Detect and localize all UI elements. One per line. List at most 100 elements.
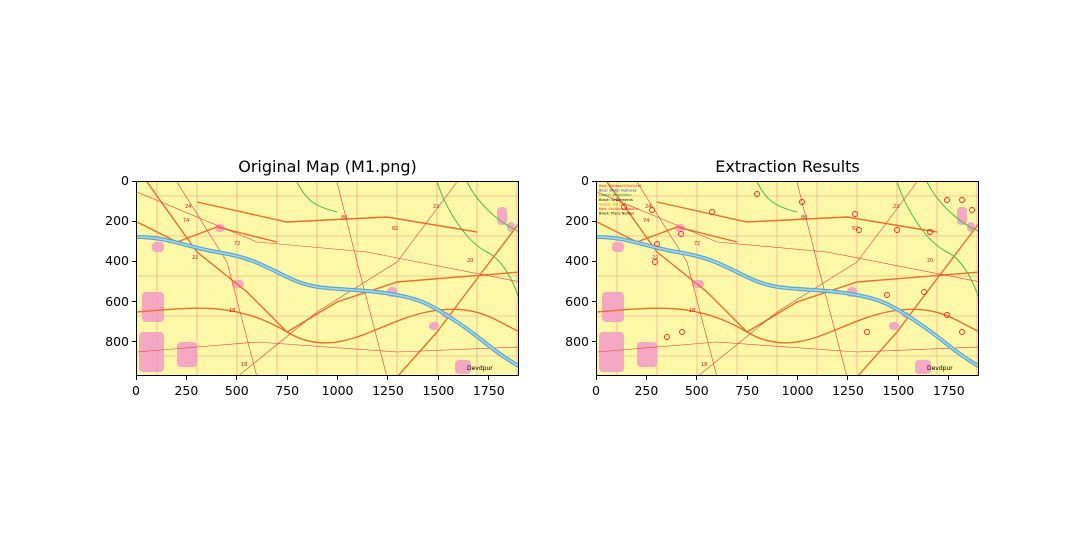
y-tick-label: 200 — [565, 213, 589, 229]
original-map-image: 24 74 72 22 80 82 22 20 18 18 Devdpur — [137, 182, 518, 375]
x-tick-mark — [236, 376, 238, 380]
y-tick-mark — [132, 180, 136, 182]
y-tick-label: 200 — [105, 213, 129, 229]
map-label: 18 — [229, 308, 235, 314]
x-tick-label: 0 — [592, 383, 600, 398]
map-label: 20 — [927, 258, 933, 264]
x-tick-label: 0 — [132, 383, 140, 398]
right-panel-title: Extraction Results — [715, 157, 860, 176]
detection-circle — [969, 207, 975, 213]
y-tick-mark — [132, 341, 136, 343]
map-minor-roads — [137, 182, 518, 375]
legend-entry: Green: Vegetation — [599, 193, 632, 197]
legend-entry: Red: Grid/Annotations — [599, 207, 639, 211]
map-grid — [137, 182, 518, 375]
detection-markers — [621, 191, 975, 340]
x-tick-label: 1500 — [882, 383, 915, 398]
left-panel-title: Original Map (M1.png) — [238, 157, 417, 176]
map-label: 24 — [645, 204, 651, 210]
x-tick-mark — [286, 376, 288, 380]
map-label: 22 — [652, 255, 658, 261]
x-tick-mark — [746, 376, 748, 380]
x-tick-mark — [595, 376, 597, 380]
y-tick-mark — [592, 220, 596, 222]
map-label: 20 — [467, 258, 473, 264]
x-tick-mark — [847, 376, 849, 380]
detection-circle — [679, 329, 685, 335]
x-tick-label: 1750 — [472, 383, 505, 398]
y-tick-label: 800 — [565, 333, 589, 349]
x-tick-mark — [185, 376, 187, 380]
y-tick-mark — [592, 341, 596, 343]
legend-entry: Black: Settlements — [599, 198, 633, 202]
detection-circle — [864, 329, 870, 335]
y-tick-mark — [132, 220, 136, 222]
map-label: 24 — [185, 204, 191, 210]
map-label: 80 — [341, 215, 347, 221]
x-tick-label: 1750 — [932, 383, 965, 398]
map-label: 18 — [701, 362, 707, 368]
detection-circle — [754, 191, 760, 197]
x-tick-label: 1500 — [422, 383, 455, 398]
y-tick-label: 600 — [565, 293, 589, 309]
detection-circle — [664, 334, 670, 340]
map-label: 82 — [852, 226, 858, 232]
x-tick-mark — [387, 376, 389, 380]
detection-circle — [894, 227, 900, 233]
map-label: 72 — [694, 241, 700, 247]
y-tick-label: 600 — [105, 293, 129, 309]
map-label: 22 — [192, 255, 198, 261]
y-tick-mark — [592, 180, 596, 182]
detection-circle — [678, 231, 684, 237]
x-tick-label: 250 — [174, 383, 199, 398]
y-tick-mark — [132, 301, 136, 303]
x-tick-mark — [897, 376, 899, 380]
map-label: 18 — [241, 362, 247, 368]
x-tick-mark — [488, 376, 490, 380]
detection-circle — [799, 199, 805, 205]
legend-entry: Blue: Water Features — [599, 189, 637, 193]
map-label: 80 — [801, 215, 807, 221]
x-tick-label: 500 — [224, 383, 249, 398]
x-tick-mark — [337, 376, 339, 380]
detection-circle — [944, 312, 950, 318]
y-tick-label: 0 — [581, 173, 589, 188]
legend-entry: Black: Place Names — [599, 212, 634, 216]
y-tick-mark — [592, 301, 596, 303]
detection-circle — [652, 259, 658, 265]
y-tick-label: 0 — [121, 173, 129, 188]
detection-circle — [959, 197, 965, 203]
legend-entry: Yellow: Terrain — [599, 202, 624, 206]
map-label: 74 — [643, 218, 649, 224]
x-tick-mark — [948, 376, 950, 380]
map-labels: 24 74 72 22 80 82 22 20 18 18 Devdpur — [183, 204, 493, 372]
x-tick-label: 1250 — [832, 383, 864, 398]
x-tick-label: 750 — [735, 383, 760, 398]
map-label: 82 — [392, 226, 398, 232]
detection-circle — [884, 292, 890, 298]
map-minor-roads — [597, 182, 978, 375]
x-tick-label: 1250 — [372, 383, 404, 398]
x-tick-mark — [645, 376, 647, 380]
x-tick-label: 250 — [634, 383, 659, 398]
extraction-map-image: 24 74 72 22 80 82 22 20 18 18 Devdpur Red: Transpor… — [597, 182, 978, 375]
detection-circle — [852, 211, 858, 217]
x-tick-mark — [797, 376, 799, 380]
map-label: 18 — [689, 308, 695, 314]
x-tick-label: 1000 — [781, 383, 814, 398]
detection-circle — [856, 227, 862, 233]
y-tick-label: 400 — [565, 253, 589, 269]
detection-circle — [944, 197, 950, 203]
y-tick-mark — [132, 260, 136, 262]
detection-circle — [921, 289, 927, 295]
y-tick-label: 800 — [105, 333, 129, 349]
original-map-frame: 24 74 72 22 80 82 22 20 18 18 Devdpur — [136, 181, 519, 376]
x-tick-mark — [696, 376, 698, 380]
detection-circle — [649, 207, 655, 213]
map-vegetation — [756, 182, 978, 298]
map-label: Devdpur — [467, 365, 493, 372]
detection-circle — [621, 204, 627, 210]
map-river — [137, 235, 518, 369]
map-label: 22 — [893, 204, 899, 210]
